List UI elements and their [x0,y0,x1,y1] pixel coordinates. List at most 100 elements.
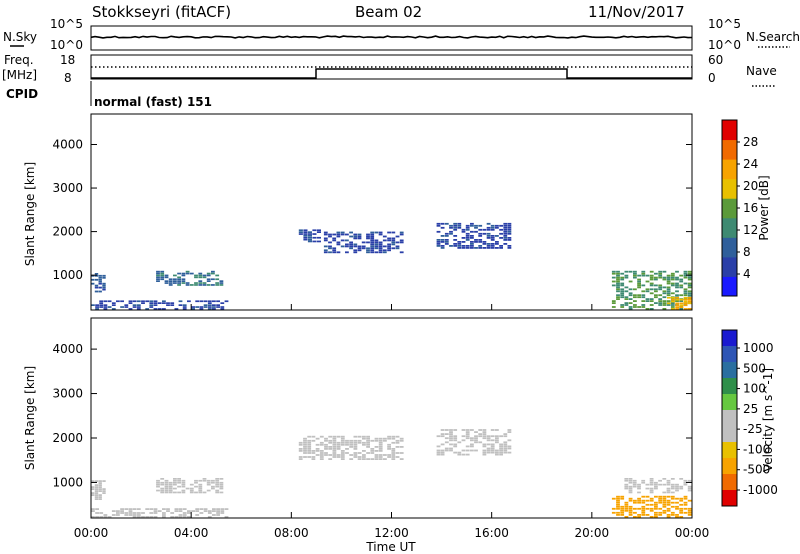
heatmap-cell [177,272,181,275]
heatmap-cell [453,235,458,237]
heatmap-cell [168,282,173,284]
heatmap-cell [658,270,663,273]
heatmap-cell [307,439,312,442]
time-tick-label: 00:00 [74,526,109,540]
heatmap-cell [461,245,466,247]
heatmap-cell [687,298,692,301]
heatmap-cell [316,236,321,239]
heatmap-cell [307,231,312,233]
heatmap-cell [316,231,321,233]
heatmap-cell [307,448,312,450]
heatmap-cell [662,501,667,504]
heatmap-cell [628,306,633,308]
heatmap-cell [212,300,216,303]
heatmap-cell [315,437,320,440]
heatmap-cell [478,441,483,444]
heatmap-cell [303,446,307,448]
heatmap-cell [370,458,375,460]
heatmap-cell [206,274,211,277]
heatmap-cell [220,508,225,510]
heatmap-cell [649,282,654,285]
heatmap-cell [387,243,391,246]
heatmap-cell [156,489,160,492]
heatmap-cell [211,481,215,484]
heatmap-cell [616,286,620,289]
heatmap-cell [675,284,679,287]
heatmap-cell [649,497,654,500]
heatmap-cell [103,306,108,308]
heatmap-cell [645,290,650,293]
heatmap-cell [211,278,215,281]
heatmap-cell [616,507,620,510]
heatmap-cell [298,456,303,458]
heatmap-cell [182,306,187,308]
heatmap-cell [332,239,337,242]
heatmap-cell [395,247,400,250]
heatmap-cell [191,308,195,310]
heatmap-cell [216,510,220,512]
heatmap-cell [315,443,320,446]
heatmap-cell [124,304,129,306]
heatmap-cell [357,456,362,458]
heatmap-cell [181,479,186,482]
heatmap-cell [336,241,341,244]
heatmap-cell [177,491,181,494]
heatmap-cell [124,512,129,514]
heatmap-cell [637,280,641,283]
heatmap-cell [136,300,141,303]
heatmap-cell [132,508,137,510]
heatmap-cell [189,483,194,486]
heatmap-cell [654,505,658,508]
heatmap-cell [353,441,358,444]
heatmap-cell [98,498,102,500]
heatmap-cell [353,251,358,254]
heatmap-cell [474,247,478,249]
heatmap-cell [162,308,166,310]
heatmap-cell [470,247,474,249]
heatmap-cell [649,288,654,291]
heatmap-cell [312,240,317,243]
heatmap-cell [94,278,99,281]
heatmap-cell [628,270,633,273]
heatmap-cell [461,230,466,233]
heatmap-cell [503,433,508,435]
heatmap-cell [675,276,679,279]
heatmap-cell [641,481,646,484]
heatmap-cell [211,284,215,286]
velocity-colorbar-swatch [722,346,737,363]
heatmap-cell [395,439,400,442]
heatmap-cell [136,308,141,310]
heatmap-cell [666,280,671,283]
heatmap-cell [637,306,641,308]
heatmap-cell [173,478,177,480]
heatmap-cell [349,231,353,234]
heatmap-cell [624,290,629,293]
heatmap-cell [649,274,654,277]
heatmap-cell [220,308,225,310]
heatmap-cell [687,294,692,297]
heatmap-cell [387,454,391,456]
heatmap-cell [319,443,324,446]
heatmap-cell [616,288,620,291]
heatmap-cell [178,516,183,518]
heatmap-cell [637,516,641,518]
heatmap-cell [632,483,637,486]
heatmap-cell [503,435,508,438]
heatmap-cell [378,439,383,442]
heatmap-cell [189,489,194,492]
heatmap-cell [436,453,441,456]
heatmap-cell [307,235,312,237]
heatmap-cell [303,456,307,458]
heatmap-cell [145,300,150,303]
heatmap-cell [436,449,441,452]
nave-right-tick-bottom: 0 [708,71,716,85]
heatmap-cell [633,511,637,514]
heatmap-cell [616,276,620,279]
heatmap-cell [470,439,474,442]
heatmap-cell [453,239,458,241]
heatmap-cell [207,512,212,514]
heatmap-cell [624,270,629,273]
heatmap-cell [645,487,650,490]
heatmap-cell [177,478,181,480]
heatmap-cell [658,495,663,498]
